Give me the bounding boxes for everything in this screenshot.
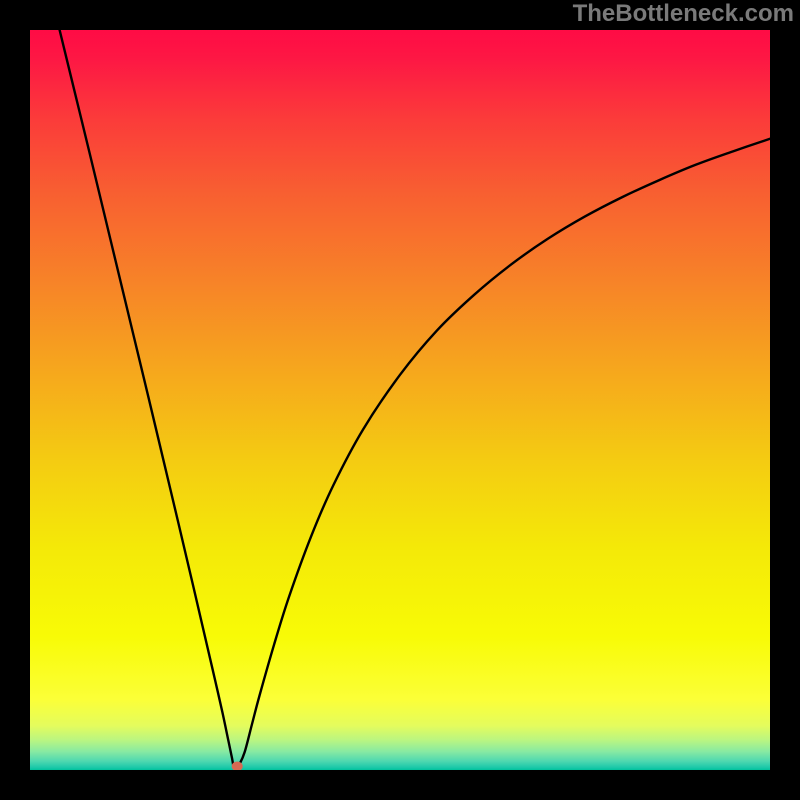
plot-area <box>30 30 770 770</box>
chart-container: TheBottleneck.com <box>0 0 800 800</box>
watermark-text: TheBottleneck.com <box>573 0 794 28</box>
gradient-background <box>30 30 770 770</box>
plot-svg <box>30 30 770 770</box>
